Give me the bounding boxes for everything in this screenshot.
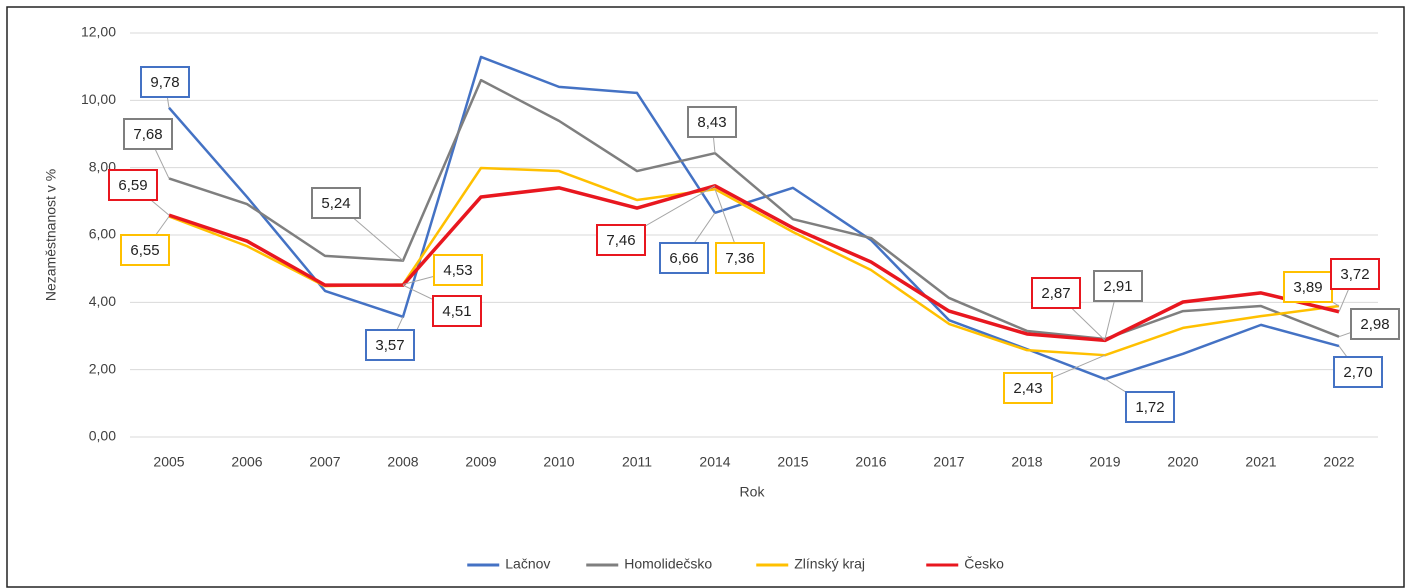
legend-label: Lačnov	[505, 556, 550, 572]
y-axis-title: Nezaměstnanost v %	[43, 169, 59, 301]
data-label: 6,59	[118, 177, 147, 194]
data-label: 2,87	[1041, 285, 1070, 302]
y-tick-label: 12,00	[81, 24, 116, 40]
data-label: 6,66	[669, 250, 698, 267]
data-label-box	[365, 329, 415, 361]
x-tick-label: 2017	[933, 454, 964, 470]
data-label-box	[433, 254, 483, 286]
data-label-box	[596, 224, 646, 256]
data-label: 2,98	[1360, 316, 1389, 333]
data-label: 3,57	[375, 337, 404, 354]
data-label: 4,51	[442, 303, 471, 320]
x-tick-label: 2006	[231, 454, 262, 470]
y-tick-label: 10,00	[81, 91, 116, 107]
data-label-box	[311, 187, 361, 219]
data-label: 2,70	[1343, 364, 1372, 381]
data-label: 1,72	[1135, 399, 1164, 416]
x-axis-title: Rok	[740, 484, 766, 500]
data-label-box	[1125, 391, 1175, 423]
x-tick-label: 2018	[1011, 454, 1042, 470]
x-tick-label: 2014	[699, 454, 730, 470]
data-label: 7,36	[725, 250, 754, 267]
data-label-box	[1330, 258, 1380, 290]
legend-label: Homolidečsko	[624, 556, 712, 572]
legend-label: Česko	[964, 556, 1004, 572]
data-label-box	[1333, 356, 1383, 388]
chart-frame	[6, 6, 1405, 588]
x-tick-label: 2020	[1167, 454, 1198, 470]
x-tick-label: 2019	[1089, 454, 1120, 470]
data-label: 2,91	[1103, 278, 1132, 295]
y-tick-label: 0,00	[89, 428, 116, 444]
x-tick-label: 2007	[309, 454, 340, 470]
data-label: 9,78	[150, 74, 179, 91]
data-label: 7,46	[606, 232, 635, 249]
x-tick-label: 2021	[1245, 454, 1276, 470]
x-tick-label: 2010	[543, 454, 574, 470]
data-label-box	[687, 106, 737, 138]
y-tick-label: 2,00	[89, 360, 116, 376]
y-tick-label: 6,00	[89, 226, 116, 242]
data-label-box	[140, 66, 190, 98]
x-tick-label: 2016	[855, 454, 886, 470]
data-label: 5,24	[321, 195, 350, 212]
data-label-box	[108, 169, 158, 201]
series-line	[168, 55, 1340, 381]
data-label-box	[659, 242, 709, 274]
legend-label: Zlínský kraj	[794, 556, 865, 572]
data-label: 3,89	[1293, 279, 1322, 296]
data-label-box	[1350, 308, 1400, 340]
data-label-box	[1031, 277, 1081, 309]
data-label-box	[1093, 270, 1143, 302]
data-label: 2,43	[1013, 380, 1042, 397]
x-tick-label: 2011	[622, 454, 652, 470]
x-tick-label: 2022	[1323, 454, 1354, 470]
x-tick-label: 2009	[465, 454, 496, 470]
data-label: 4,53	[443, 262, 472, 279]
x-tick-label: 2008	[387, 454, 418, 470]
data-label-box	[123, 118, 173, 150]
data-label: 7,68	[133, 126, 162, 143]
data-label-box	[432, 295, 482, 327]
data-label-box	[715, 242, 765, 274]
data-label: 8,43	[697, 114, 726, 131]
data-label: 3,72	[1340, 266, 1369, 283]
data-label: 6,55	[130, 242, 159, 259]
series-line	[168, 184, 1340, 343]
y-tick-label: 4,00	[89, 293, 116, 309]
series-line	[168, 78, 1340, 341]
data-label-box	[120, 234, 170, 266]
data-label-box	[1003, 372, 1053, 404]
x-tick-label: 2005	[153, 454, 184, 470]
x-tick-label: 2015	[777, 454, 808, 470]
